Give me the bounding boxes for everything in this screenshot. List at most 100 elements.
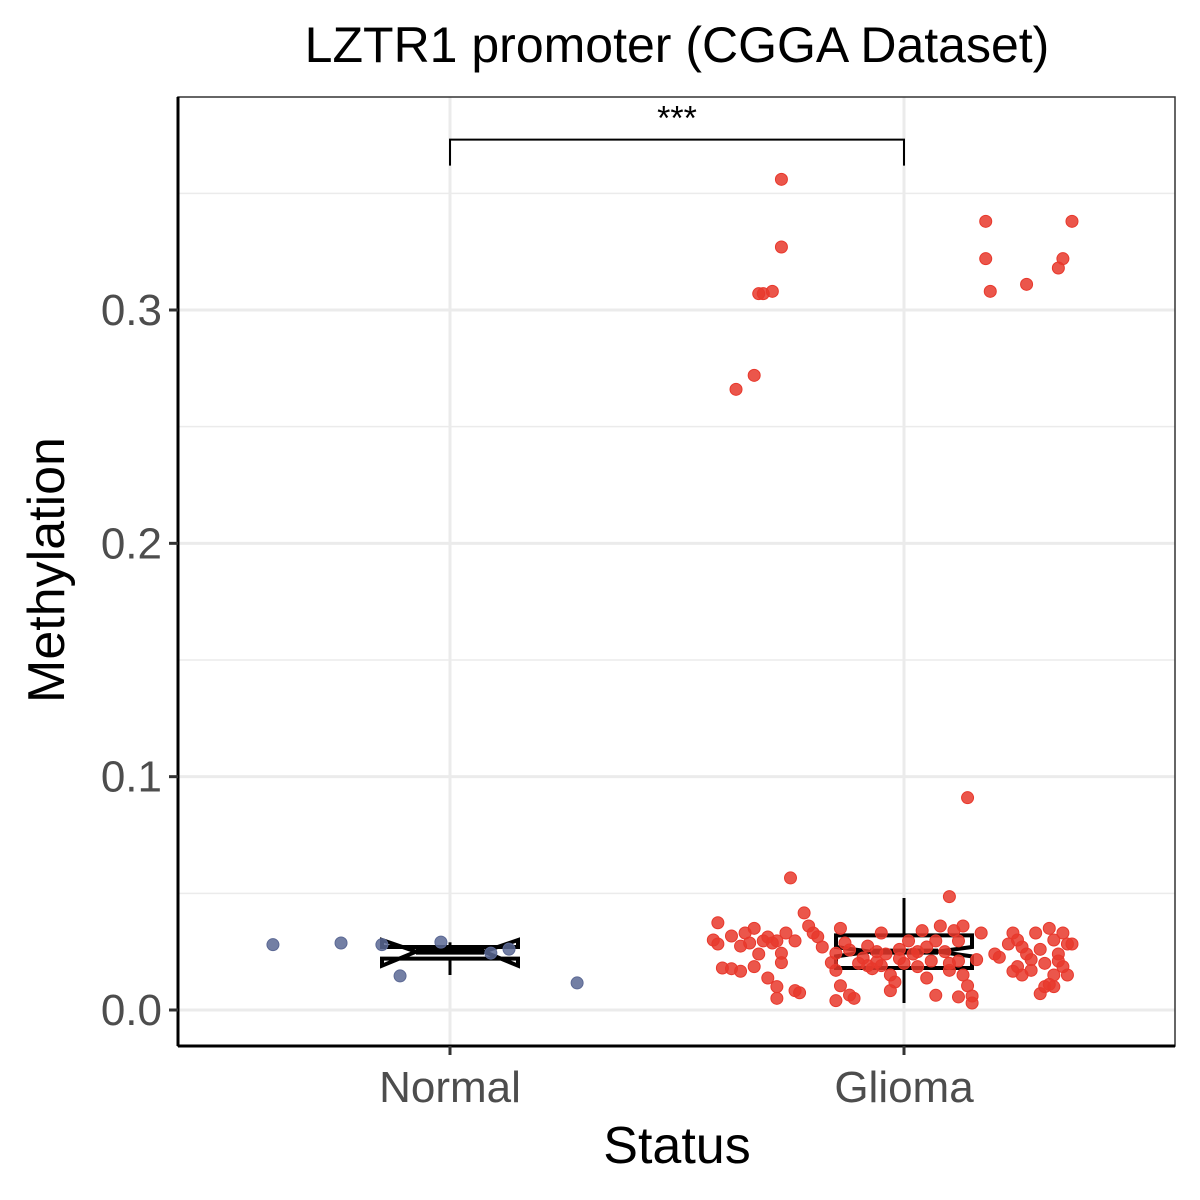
data-point-glioma bbox=[752, 287, 766, 301]
data-point-glioma bbox=[974, 926, 988, 940]
data-point-glioma bbox=[951, 990, 965, 1004]
data-point-normal bbox=[266, 938, 280, 952]
data-point-glioma bbox=[829, 994, 843, 1008]
data-point-glioma bbox=[833, 921, 847, 935]
data-point-glioma bbox=[747, 921, 761, 935]
data-point-glioma bbox=[1056, 926, 1070, 940]
data-point-glioma bbox=[1024, 963, 1038, 977]
x-tick-label: Glioma bbox=[834, 1063, 974, 1112]
x-axis-title: Status bbox=[603, 1117, 750, 1175]
x-tick-label: Normal bbox=[379, 1063, 521, 1112]
data-point-glioma bbox=[992, 950, 1006, 964]
y-axis-title: Methylation bbox=[18, 437, 76, 703]
data-point-glioma bbox=[784, 871, 797, 885]
data-point-glioma bbox=[1024, 953, 1038, 967]
y-tick-label: 0.1 bbox=[101, 753, 162, 802]
data-point-glioma bbox=[793, 986, 807, 1000]
data-point-glioma bbox=[929, 988, 943, 1002]
data-points bbox=[266, 172, 1079, 1010]
data-point-glioma bbox=[933, 919, 947, 933]
axes: 0.0 0.1 0.2 0.3 Normal Glioma bbox=[101, 97, 1175, 1112]
data-point-glioma bbox=[924, 954, 938, 968]
data-point-glioma bbox=[779, 926, 793, 940]
data-point-glioma bbox=[734, 964, 748, 978]
data-point-glioma bbox=[1042, 921, 1056, 935]
data-point-glioma bbox=[774, 172, 788, 186]
data-point-glioma bbox=[1029, 926, 1043, 940]
data-point-glioma bbox=[929, 934, 943, 948]
data-point-normal bbox=[393, 969, 407, 983]
data-point-glioma bbox=[920, 971, 934, 985]
data-point-glioma bbox=[965, 996, 979, 1010]
data-point-glioma bbox=[1065, 214, 1079, 228]
data-point-glioma bbox=[829, 946, 843, 960]
data-point-glioma bbox=[770, 991, 784, 1005]
data-point-glioma bbox=[1060, 968, 1074, 982]
data-point-glioma bbox=[788, 934, 802, 948]
data-point-normal bbox=[375, 938, 389, 952]
data-point-normal bbox=[484, 946, 498, 960]
data-point-glioma bbox=[770, 980, 784, 994]
data-point-glioma bbox=[911, 960, 925, 974]
data-point-glioma bbox=[1038, 956, 1052, 970]
data-point-glioma bbox=[1033, 942, 1047, 956]
data-point-glioma bbox=[724, 929, 738, 943]
y-tick-label: 0.2 bbox=[101, 519, 162, 568]
data-point-glioma bbox=[815, 940, 829, 954]
data-point-glioma bbox=[956, 919, 970, 933]
data-point-glioma bbox=[774, 240, 788, 254]
data-point-glioma bbox=[711, 916, 725, 930]
data-point-glioma bbox=[852, 956, 866, 970]
data-point-glioma bbox=[979, 214, 993, 228]
data-point-glioma bbox=[829, 963, 843, 977]
significance-label: *** bbox=[657, 100, 697, 138]
data-point-glioma bbox=[874, 959, 888, 973]
data-point-glioma bbox=[1065, 937, 1079, 951]
data-point-glioma bbox=[761, 971, 775, 985]
data-point-glioma bbox=[734, 939, 748, 953]
data-point-glioma bbox=[843, 943, 857, 957]
data-point-glioma bbox=[942, 890, 956, 904]
bracket-line bbox=[449, 138, 905, 166]
data-point-glioma bbox=[883, 984, 897, 998]
data-point-glioma bbox=[979, 252, 993, 266]
grid-lines bbox=[178, 97, 1175, 1046]
y-tick-label: 0.0 bbox=[101, 986, 162, 1035]
data-point-glioma bbox=[951, 954, 965, 968]
y-tick-label: 0.3 bbox=[101, 286, 162, 335]
data-point-glioma bbox=[956, 968, 970, 982]
data-point-glioma bbox=[847, 991, 861, 1005]
data-point-glioma bbox=[797, 906, 811, 920]
data-point-glioma bbox=[833, 979, 847, 993]
data-point-glioma bbox=[765, 284, 779, 298]
data-point-glioma bbox=[1047, 980, 1061, 994]
data-point-glioma bbox=[938, 945, 952, 959]
data-point-glioma bbox=[970, 953, 984, 967]
data-point-normal bbox=[570, 976, 584, 990]
data-point-glioma bbox=[747, 368, 761, 382]
data-point-glioma bbox=[729, 382, 743, 396]
data-point-glioma bbox=[747, 960, 761, 974]
data-point-normal bbox=[334, 936, 348, 950]
data-point-normal bbox=[502, 942, 516, 956]
data-point-glioma bbox=[911, 945, 925, 959]
data-point-glioma bbox=[1020, 277, 1034, 291]
data-point-glioma bbox=[752, 947, 766, 961]
data-point-glioma bbox=[1047, 933, 1061, 947]
data-point-glioma bbox=[874, 926, 888, 940]
data-point-glioma bbox=[1051, 261, 1065, 275]
data-point-glioma bbox=[902, 934, 916, 948]
data-point-glioma bbox=[870, 945, 884, 959]
data-point-glioma bbox=[915, 924, 929, 938]
data-point-glioma bbox=[951, 934, 965, 948]
data-point-glioma bbox=[892, 952, 906, 966]
box-normal bbox=[380, 937, 520, 976]
data-point-glioma bbox=[770, 934, 784, 948]
data-point-normal bbox=[434, 935, 448, 949]
data-point-glioma bbox=[711, 937, 725, 951]
significance-bracket: *** bbox=[449, 100, 905, 166]
data-point-glioma bbox=[774, 956, 788, 970]
data-point-glioma bbox=[961, 791, 975, 805]
